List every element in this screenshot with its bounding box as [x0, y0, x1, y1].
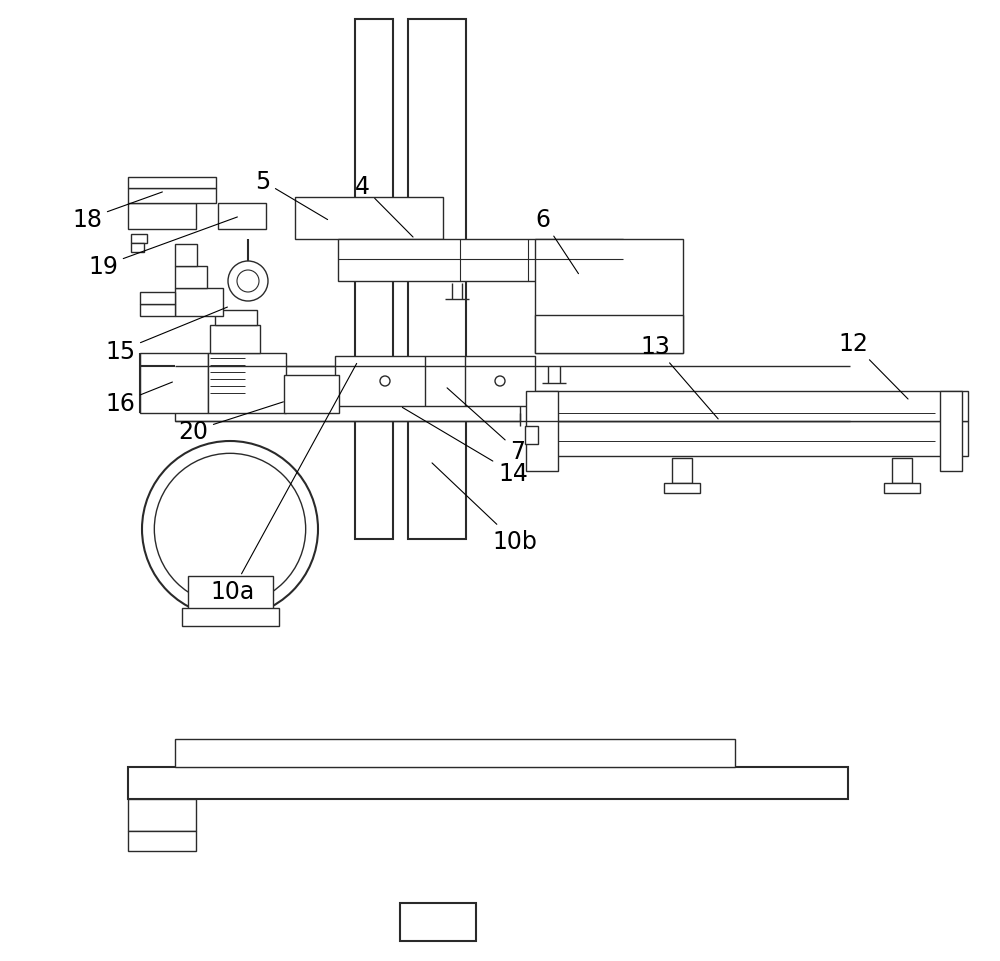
Bar	[535, 239, 683, 354]
Circle shape	[154, 454, 306, 605]
Bar	[284, 376, 339, 413]
Bar	[175, 267, 207, 288]
Text: 19: 19	[88, 218, 237, 279]
Circle shape	[380, 377, 390, 386]
Bar	[128, 800, 196, 831]
Circle shape	[495, 377, 505, 386]
Bar	[175, 739, 735, 767]
Bar	[140, 354, 208, 413]
Bar	[664, 483, 700, 494]
Bar	[131, 234, 147, 244]
Text: 13: 13	[640, 334, 718, 419]
Bar	[536, 391, 968, 422]
Bar	[892, 458, 912, 483]
Bar	[535, 315, 683, 354]
Bar	[335, 357, 535, 407]
Text: 10a: 10a	[210, 364, 357, 604]
Bar	[536, 422, 968, 456]
Bar	[175, 288, 223, 317]
Text: 18: 18	[72, 193, 162, 232]
Bar	[338, 239, 623, 282]
Bar	[131, 244, 144, 253]
Bar	[295, 198, 443, 239]
Text: 20: 20	[178, 403, 283, 444]
Bar	[218, 204, 266, 230]
Text: 7: 7	[447, 388, 525, 463]
Bar	[128, 831, 196, 851]
Bar	[672, 458, 692, 483]
Bar	[526, 391, 558, 472]
Text: 12: 12	[838, 332, 908, 400]
Bar	[408, 20, 466, 539]
Bar	[140, 293, 175, 305]
Bar	[140, 305, 175, 317]
Bar	[208, 354, 286, 413]
Text: 16: 16	[105, 382, 172, 415]
Text: 5: 5	[255, 170, 328, 220]
Bar	[175, 366, 520, 422]
Text: 6: 6	[535, 208, 578, 275]
Circle shape	[237, 271, 259, 293]
Text: 15: 15	[105, 308, 227, 363]
Circle shape	[228, 261, 268, 302]
Bar	[175, 245, 197, 267]
Bar	[400, 903, 476, 941]
Bar	[128, 178, 216, 188]
Bar	[128, 204, 196, 230]
Bar	[128, 767, 848, 800]
Bar	[210, 326, 260, 354]
Bar	[215, 310, 257, 326]
Bar	[188, 577, 273, 611]
Text: 10b: 10b	[432, 463, 537, 554]
Bar	[884, 483, 920, 494]
Bar	[940, 391, 962, 472]
Bar	[355, 20, 393, 539]
Circle shape	[142, 441, 318, 617]
Bar	[128, 188, 216, 204]
Bar	[182, 608, 279, 627]
Text: 14: 14	[402, 408, 528, 485]
Bar	[525, 427, 538, 445]
Text: 4: 4	[355, 175, 413, 237]
